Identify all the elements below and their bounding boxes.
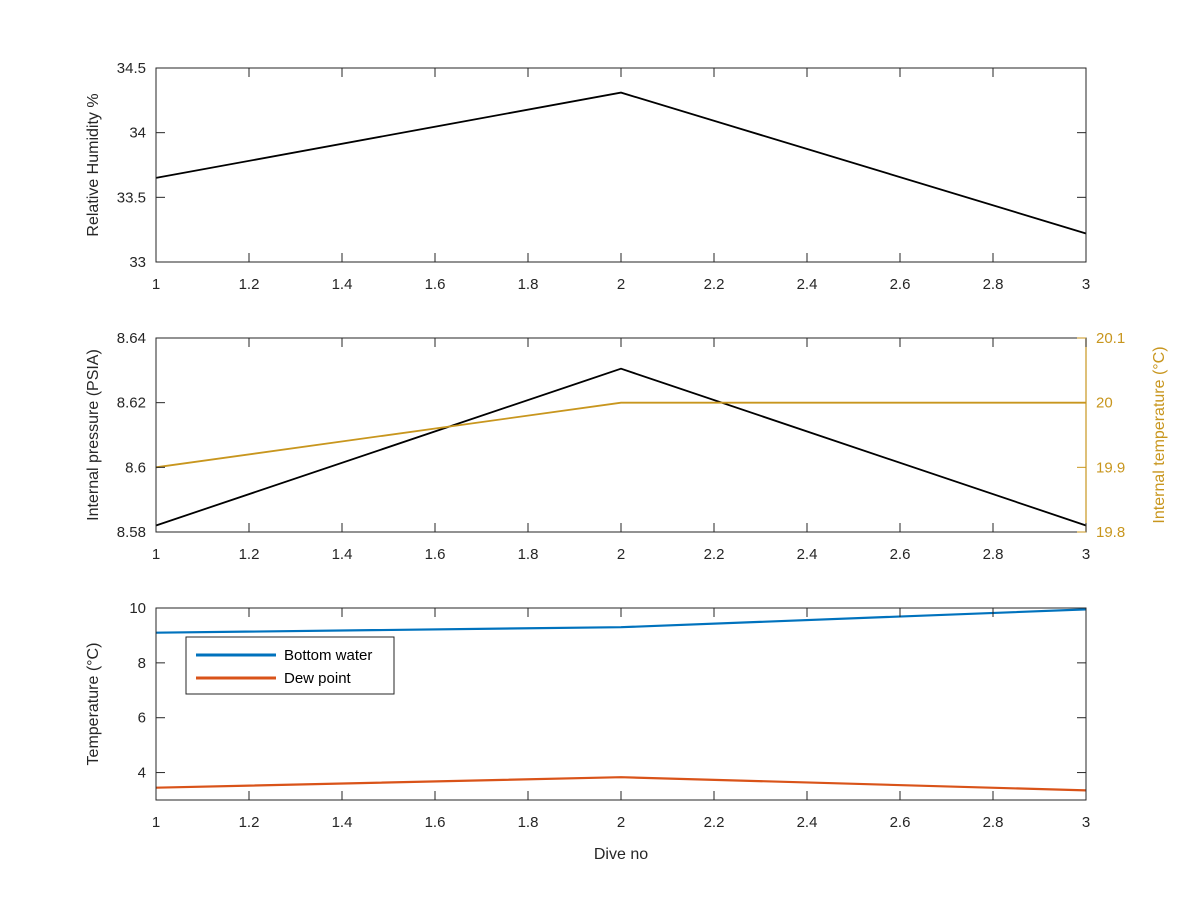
x-tick-label: 1.6 (425, 546, 446, 563)
series-line-right-axis (155, 401, 1086, 469)
x-tick-label: 1.4 (332, 546, 353, 563)
legend-label-dew-point: Dew point (284, 670, 352, 687)
x-tick-label: 3 (1082, 546, 1090, 563)
x-tick-label: 2.8 (983, 276, 1004, 293)
right-y-tick-label: 19.8 (1096, 524, 1125, 541)
x-tick-label: 2.2 (704, 814, 725, 831)
humidity-series-group (155, 91, 1087, 235)
legend-box (185, 636, 395, 695)
x-tick-label: 1 (152, 546, 160, 563)
x-tick-label: 2.2 (704, 276, 725, 293)
y-tick-label: 8 (138, 655, 146, 672)
legend: Bottom water Dew point (185, 636, 395, 695)
y-tick-label: 8.62 (117, 395, 146, 412)
y-tick-label: 33 (129, 254, 146, 271)
x-tick-label: 1.4 (332, 814, 353, 831)
y-tick-label: 8.6 (125, 459, 146, 476)
x-tick-label: 2.8 (983, 546, 1004, 563)
y-tick-label: 4 (138, 765, 146, 782)
x-tick-label: 2.6 (890, 814, 911, 831)
temperature-right-axis-label: Internal temperature (°C) (1151, 346, 1168, 523)
x-tick-label: 3 (1082, 814, 1090, 831)
temperature-panel: 1 1.2 1.4 1.6 1.8 2 2.2 2.4 2.6 2.8 3 4 6 8 10 Tempera… (85, 600, 1090, 863)
pressure-ticks: 1 1.2 1.4 1.6 1.8 2 2.2 2.4 2.6 2.8 3 8.58 8.6 8.62 8.… (117, 330, 1125, 563)
y-tick-label: 8.58 (117, 524, 146, 541)
x-tick-label: 2.8 (983, 814, 1004, 831)
x-tick-label: 1.2 (239, 276, 260, 293)
pressure-axes-frame (155, 337, 1087, 533)
right-y-tick-label: 20.1 (1096, 330, 1125, 347)
x-axis-label: Dive no (594, 846, 648, 863)
right-y-tick-label: 20 (1096, 395, 1113, 412)
y-tick-label: 33.5 (117, 189, 146, 206)
x-tick-label: 1.8 (518, 276, 539, 293)
y-tick-label: 34 (129, 125, 146, 142)
x-tick-label: 3 (1082, 276, 1090, 293)
x-tick-label: 2.2 (704, 546, 725, 563)
pressure-series-group (155, 367, 1087, 527)
pressure-panel: 1 1.2 1.4 1.6 1.8 2 2.2 2.4 2.6 2.8 3 8.58 8.6 8.62 8.… (85, 330, 1168, 563)
x-tick-label: 2.4 (797, 546, 818, 563)
x-tick-label: 1 (152, 814, 160, 831)
x-tick-label: 1 (152, 276, 160, 293)
x-tick-label: 2.4 (797, 814, 818, 831)
series-line-left-axis (155, 91, 1087, 235)
x-tick-label: 1.6 (425, 814, 446, 831)
x-tick-label: 1.4 (332, 276, 353, 293)
temperature-ticks: 1 1.2 1.4 1.6 1.8 2 2.2 2.4 2.6 2.8 3 4 6 8 10 (129, 600, 1090, 831)
legend-label-bottom-water: Bottom water (284, 647, 372, 664)
y-tick-label: 8.64 (117, 330, 146, 347)
x-tick-label: 2.6 (890, 546, 911, 563)
x-tick-label: 1.8 (518, 546, 539, 563)
y-tick-label: 10 (129, 600, 146, 617)
y-tick-label: 34.5 (117, 60, 146, 77)
humidity-panel: 1 1.2 1.4 1.6 1.8 2 2.2 2.4 2.6 2.8 33333.53434.5 … (85, 60, 1090, 293)
series-line-dew-point (155, 776, 1087, 792)
humidity-y-axis-label: Relative Humidity % (85, 93, 102, 236)
humidity-axes-frame (155, 67, 1087, 263)
pressure-y-axis-label: Internal pressure (PSIA) (85, 349, 102, 521)
x-tick-label: 2 (617, 814, 625, 831)
x-tick-label: 2.4 (797, 276, 818, 293)
y-tick-label: 6 (138, 710, 146, 727)
x-tick-label: 2.6 (890, 276, 911, 293)
x-tick-label: 1.2 (239, 546, 260, 563)
x-tick-label: 2 (617, 546, 625, 563)
x-tick-label: 1.2 (239, 814, 260, 831)
right-y-tick-label: 19.9 (1096, 459, 1125, 476)
temperature-y-axis-label: Temperature (°C) (85, 643, 102, 766)
x-tick-label: 2 (617, 276, 625, 293)
x-tick-label: 1.8 (518, 814, 539, 831)
x-tick-label: 1.6 (425, 276, 446, 293)
